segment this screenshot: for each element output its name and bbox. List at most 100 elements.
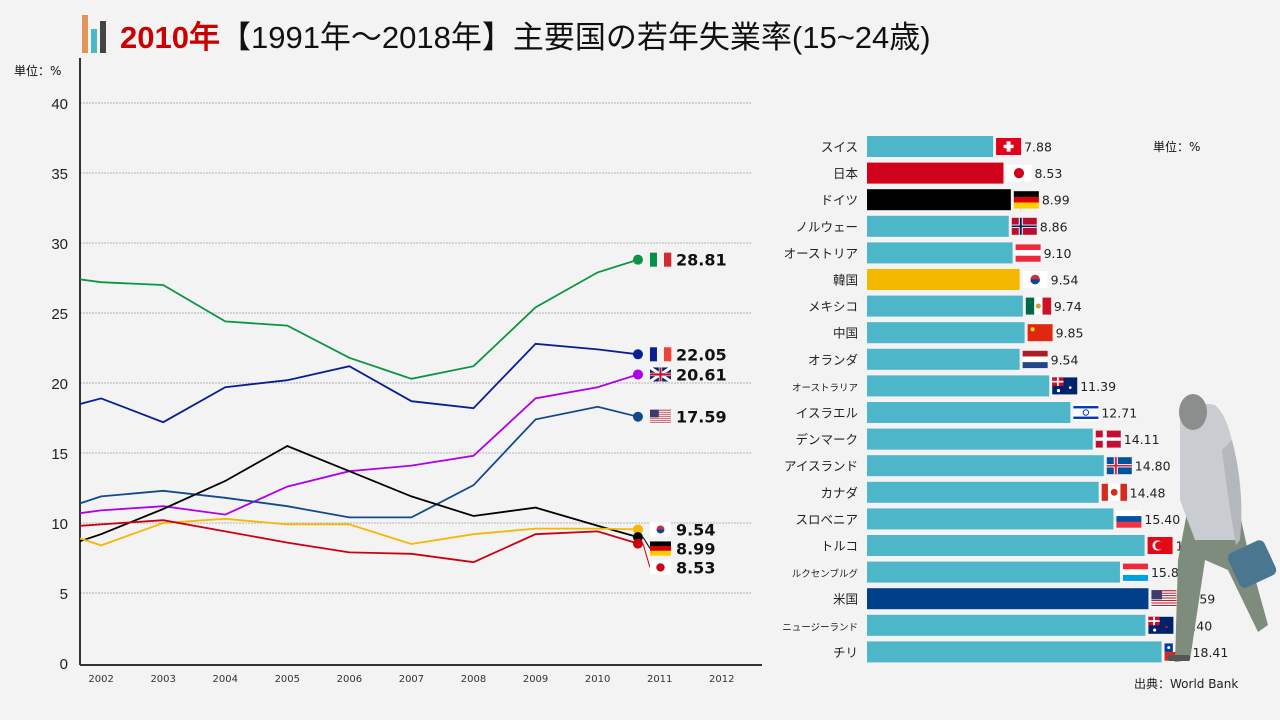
bar	[867, 428, 1093, 450]
flag-part	[1151, 596, 1177, 598]
flag-part	[1015, 244, 1041, 251]
flag-part	[1095, 437, 1121, 441]
person-arm	[1222, 440, 1242, 545]
bar-value: 14.48	[1130, 485, 1166, 500]
china-flag-icon	[1027, 324, 1053, 342]
bar-row: デンマーク 14.11	[795, 428, 1160, 450]
y-tick-label: 20	[51, 376, 68, 393]
japan-flag-icon	[1006, 164, 1032, 182]
bar-label: スロベニア	[795, 512, 858, 527]
y-tick-label: 5	[60, 586, 68, 603]
bar-label: 中国	[833, 326, 858, 341]
flag-part	[1151, 593, 1177, 596]
flag-part	[649, 414, 671, 416]
flag-part	[649, 409, 671, 411]
flag-part	[1151, 602, 1177, 604]
flag-part	[1122, 563, 1148, 570]
x-tick-label: 2011	[647, 674, 672, 685]
series-line-uk	[79, 373, 639, 516]
bar	[867, 162, 1004, 184]
bar-row: ニュージーランド17.40	[782, 614, 1212, 636]
series-end-label-usa: 17.59	[676, 408, 727, 427]
bar-label: メキシコ	[808, 299, 858, 314]
series-end-label-japan: 8.53	[676, 558, 715, 577]
korea-flag-icon	[1022, 271, 1048, 288]
flag-part	[1073, 406, 1099, 409]
bar	[867, 641, 1162, 663]
series-endpoint-france	[632, 349, 643, 360]
series-line-france	[79, 342, 639, 424]
line-unit-label: 単位：%	[14, 64, 62, 78]
bar-value: 9.54	[1051, 273, 1079, 288]
series-end-label-germany: 8.99	[676, 539, 715, 558]
flag-part	[649, 409, 659, 418]
bar-label: オーストラリア	[792, 383, 858, 394]
bar-label: ドイツ	[820, 193, 858, 208]
flag-part	[1148, 620, 1160, 622]
bar-value: 9.54	[1051, 352, 1079, 367]
current-year: 2010年	[120, 19, 220, 55]
bar-value: 8.53	[1034, 166, 1062, 181]
bar-value: 12.71	[1101, 406, 1137, 421]
bar-value: 11.39	[1080, 379, 1116, 394]
flag-part	[1151, 605, 1177, 608]
bar-row: 韓国 9.54	[833, 269, 1079, 290]
bar-value: 14.80	[1135, 459, 1171, 474]
bar-label: トルコ	[821, 539, 858, 554]
series-end-label-italy: 28.81	[676, 251, 727, 270]
bar	[867, 508, 1114, 530]
series-line-korea	[79, 517, 638, 547]
title-text: 【1991年〜2018年】主要国の若年失業率(15~24歳)	[219, 19, 931, 55]
bar-row: オーストラリア 11.39	[792, 375, 1116, 397]
bar-label: チリ	[833, 645, 858, 660]
bar-row: ノルウェー 8.86	[795, 215, 1068, 237]
series-endpoint-japan	[632, 538, 643, 549]
bar-row: アイスランド 14.80	[784, 455, 1171, 477]
x-tick-label: 2010	[585, 674, 610, 685]
flag-part	[1122, 569, 1148, 576]
flag-part	[1122, 574, 1148, 581]
flag-part	[1120, 483, 1127, 501]
series-endpoint-usa	[632, 411, 643, 422]
flag-part	[656, 563, 665, 572]
korea-flag-icon	[649, 522, 671, 537]
norway-flag-icon	[1011, 217, 1037, 235]
y-tick-label: 30	[51, 236, 68, 253]
bar-label: アイスランド	[784, 459, 858, 474]
x-tick-label: 2002	[88, 674, 113, 685]
flag-part	[649, 422, 671, 424]
flag-part	[649, 373, 671, 376]
bar-value: 8.99	[1042, 193, 1070, 208]
flag-part	[1025, 297, 1035, 315]
flag-part	[1035, 303, 1041, 309]
y-tick-label: 25	[51, 306, 68, 323]
flag-part	[1101, 483, 1109, 501]
person-torso	[1180, 404, 1240, 540]
bar	[867, 189, 1011, 211]
bar	[867, 242, 1013, 264]
bar-value: 9.85	[1056, 326, 1084, 341]
flag-part	[1015, 255, 1041, 262]
flag-part	[663, 347, 672, 362]
flag-part	[1073, 416, 1099, 419]
italy-flag-icon	[649, 252, 672, 267]
series-endpoint-korea	[632, 524, 643, 535]
flag-part	[649, 420, 671, 422]
flag-part	[649, 421, 671, 423]
flag-part	[656, 347, 665, 362]
person-head	[1179, 394, 1207, 430]
bar-row: スロベニア 15.40	[795, 508, 1180, 530]
bar-row: チリ 18.41	[833, 641, 1229, 663]
flag-part	[1030, 327, 1035, 332]
flag-part	[1116, 510, 1142, 517]
series-end-label-france: 22.05	[676, 345, 727, 364]
series-end-label-korea: 9.54	[676, 520, 715, 539]
bar	[867, 588, 1149, 610]
bar-label: イスラエル	[796, 406, 858, 421]
flag-part	[1155, 541, 1164, 550]
japan-flag-icon	[649, 560, 671, 575]
flag-part	[649, 413, 671, 415]
bar-value: 18.41	[1193, 645, 1229, 660]
flag-part	[649, 419, 671, 421]
israel-flag-icon	[1073, 404, 1099, 421]
